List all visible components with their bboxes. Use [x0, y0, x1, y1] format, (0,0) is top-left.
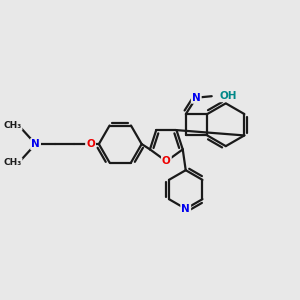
Text: N: N [192, 93, 201, 103]
Text: CH₃: CH₃ [3, 121, 22, 130]
Text: CH₃: CH₃ [3, 158, 22, 167]
Text: N: N [31, 139, 40, 149]
Text: O: O [162, 156, 171, 166]
Text: OH: OH [219, 91, 237, 101]
Text: N: N [181, 204, 190, 214]
Text: O: O [86, 139, 95, 149]
